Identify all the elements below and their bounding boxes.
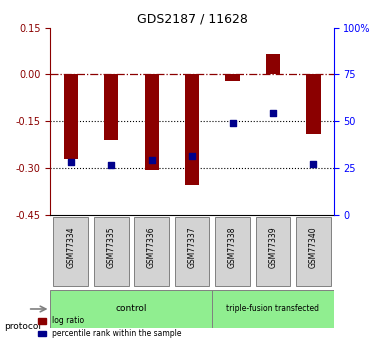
- Text: GSM77336: GSM77336: [147, 226, 156, 268]
- Bar: [144, 75, 159, 170]
- Point: [108, 162, 114, 167]
- FancyBboxPatch shape: [256, 217, 290, 286]
- FancyBboxPatch shape: [134, 217, 169, 286]
- Bar: [185, 75, 199, 186]
- Text: GSM77340: GSM77340: [309, 226, 318, 268]
- Point: [189, 153, 195, 159]
- FancyBboxPatch shape: [94, 217, 128, 286]
- Bar: [266, 54, 280, 75]
- Text: GSM77337: GSM77337: [187, 226, 197, 268]
- Text: GSM77339: GSM77339: [268, 226, 277, 268]
- Point: [149, 157, 155, 162]
- Bar: [104, 75, 118, 140]
- Text: GSM77335: GSM77335: [107, 226, 116, 268]
- Text: control: control: [116, 305, 147, 314]
- Text: GSM77338: GSM77338: [228, 226, 237, 268]
- Point: [229, 120, 236, 126]
- FancyBboxPatch shape: [50, 290, 212, 328]
- Legend: log ratio, percentile rank within the sample: log ratio, percentile rank within the sa…: [35, 313, 184, 341]
- Point: [68, 159, 74, 165]
- FancyBboxPatch shape: [296, 217, 331, 286]
- FancyBboxPatch shape: [215, 217, 250, 286]
- Text: triple-fusion transfected: triple-fusion transfected: [227, 305, 319, 314]
- Bar: [307, 75, 320, 134]
- Title: GDS2187 / 11628: GDS2187 / 11628: [137, 12, 248, 25]
- Point: [310, 161, 317, 166]
- Bar: [64, 75, 78, 159]
- Text: protocol: protocol: [4, 322, 41, 331]
- Bar: [225, 75, 240, 81]
- FancyBboxPatch shape: [212, 290, 334, 328]
- FancyBboxPatch shape: [53, 217, 88, 286]
- FancyBboxPatch shape: [175, 217, 210, 286]
- Text: GSM77334: GSM77334: [66, 226, 75, 268]
- Point: [270, 110, 276, 116]
